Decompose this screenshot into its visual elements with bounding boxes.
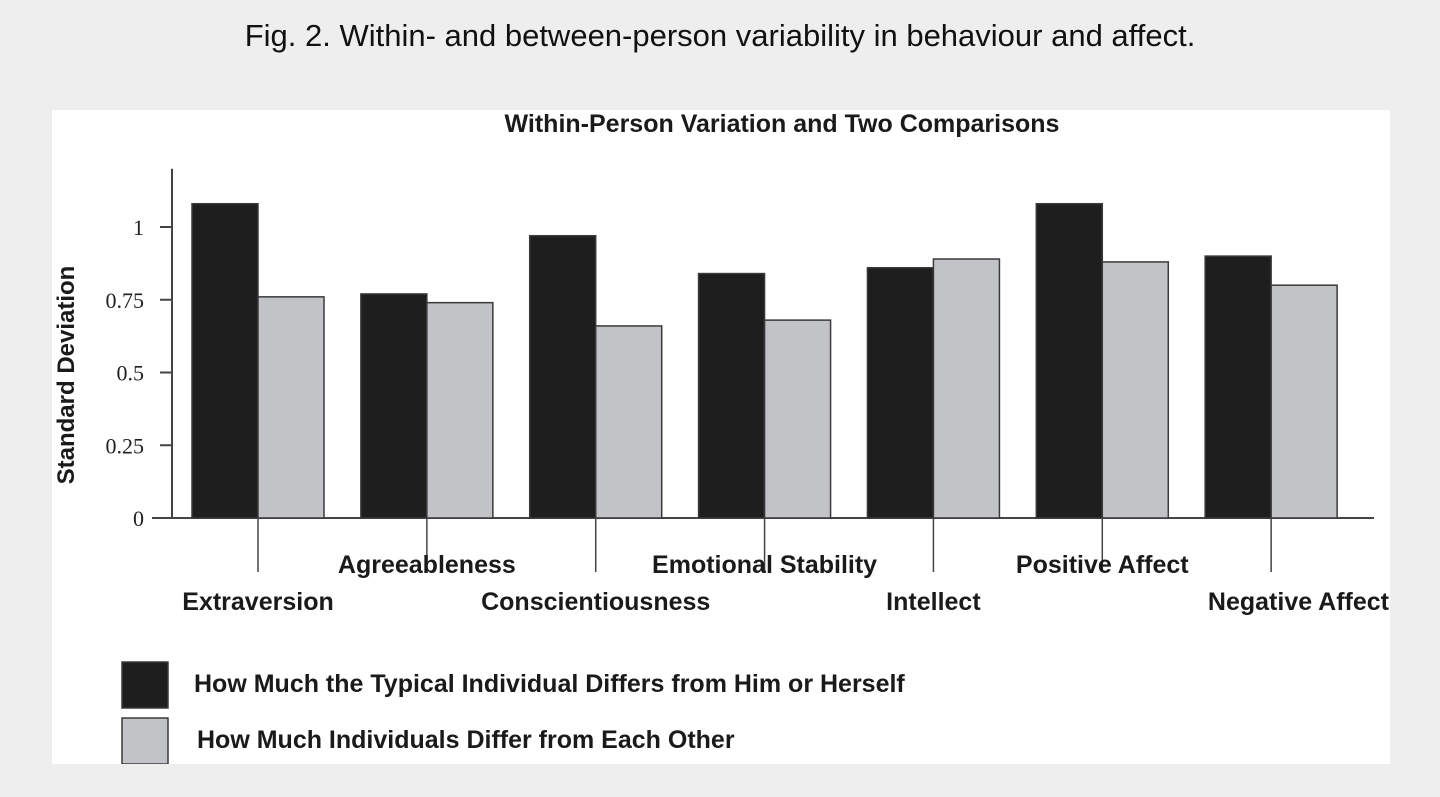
y-tick-label: 0.25 (106, 433, 145, 458)
bar-within-person (360, 293, 428, 519)
bar-within-person (1035, 202, 1104, 519)
bars (191, 202, 1338, 519)
category-label: Agreeableness (338, 551, 516, 579)
bar-between-person (932, 258, 1001, 519)
bar-between-person (1270, 284, 1338, 519)
bar-between-person (426, 301, 494, 519)
category-label: Intellect (886, 588, 981, 616)
y-tick-label: 0 (133, 506, 144, 531)
bar-within-person (866, 266, 935, 519)
category-label: Positive Affect (1016, 551, 1189, 579)
y-tick-label: 0.75 (106, 288, 145, 313)
category-label: Extraversion (182, 588, 333, 616)
bar-within-person (697, 272, 766, 519)
chart-panel: Within-Person Variation and Two Comparis… (52, 110, 1390, 764)
legend: How Much the Typical Individual Differs … (121, 661, 905, 764)
category-label: Negative Affect (1208, 588, 1390, 616)
y-axis-title: Standard Deviation (53, 266, 80, 485)
legend-label: How Much Individuals Differ from Each Ot… (197, 726, 735, 754)
bar-within-person (1204, 255, 1272, 519)
category-label: Emotional Stability (652, 551, 877, 579)
legend-swatch-between (121, 717, 169, 764)
bar-between-person (763, 319, 832, 519)
chart-title: Within-Person Variation and Two Comparis… (505, 110, 1060, 138)
legend-label: How Much the Typical Individual Differs … (194, 670, 905, 698)
legend-swatch-within (121, 661, 169, 709)
bar-between-person (257, 296, 325, 519)
bar-within-person (191, 202, 259, 519)
figure-caption: Fig. 2. Within- and between-person varia… (244, 18, 1196, 53)
bar-between-person (1101, 261, 1170, 519)
y-tick-label: 1 (133, 215, 144, 240)
y-tick-label: 0.5 (117, 361, 145, 386)
bar-between-person (594, 325, 663, 519)
bar-within-person (528, 234, 597, 519)
bar-chart: Within-Person Variation and Two Comparis… (53, 110, 1390, 764)
category-label: Conscientiousness (481, 588, 710, 616)
